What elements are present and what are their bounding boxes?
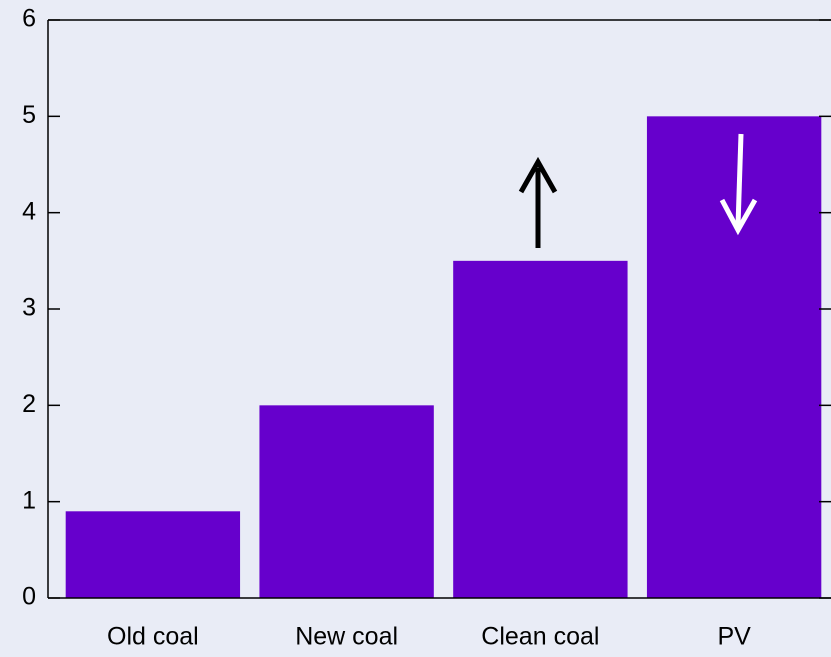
bar: [259, 405, 434, 598]
down-arrow: [719, 133, 758, 236]
y-tick-label: 1: [22, 486, 36, 514]
plot: [65, 116, 822, 598]
y-tick-label: 0: [22, 583, 36, 611]
x-tick-label: PV: [717, 623, 751, 651]
y-tick-label: 6: [22, 5, 36, 33]
bar: [646, 116, 822, 598]
up-arrow: [518, 156, 558, 248]
y-tick-label: 3: [22, 294, 36, 322]
x-tick-label: Old coal: [107, 623, 199, 651]
y-tick-label: 2: [22, 390, 36, 418]
y-tick-label: 5: [22, 101, 36, 129]
y-tick-label: 4: [22, 197, 36, 225]
x-tick-label: New coal: [295, 623, 398, 651]
bar: [65, 511, 241, 598]
x-tick-label: Clean coal: [481, 623, 599, 651]
bar: [453, 260, 628, 598]
